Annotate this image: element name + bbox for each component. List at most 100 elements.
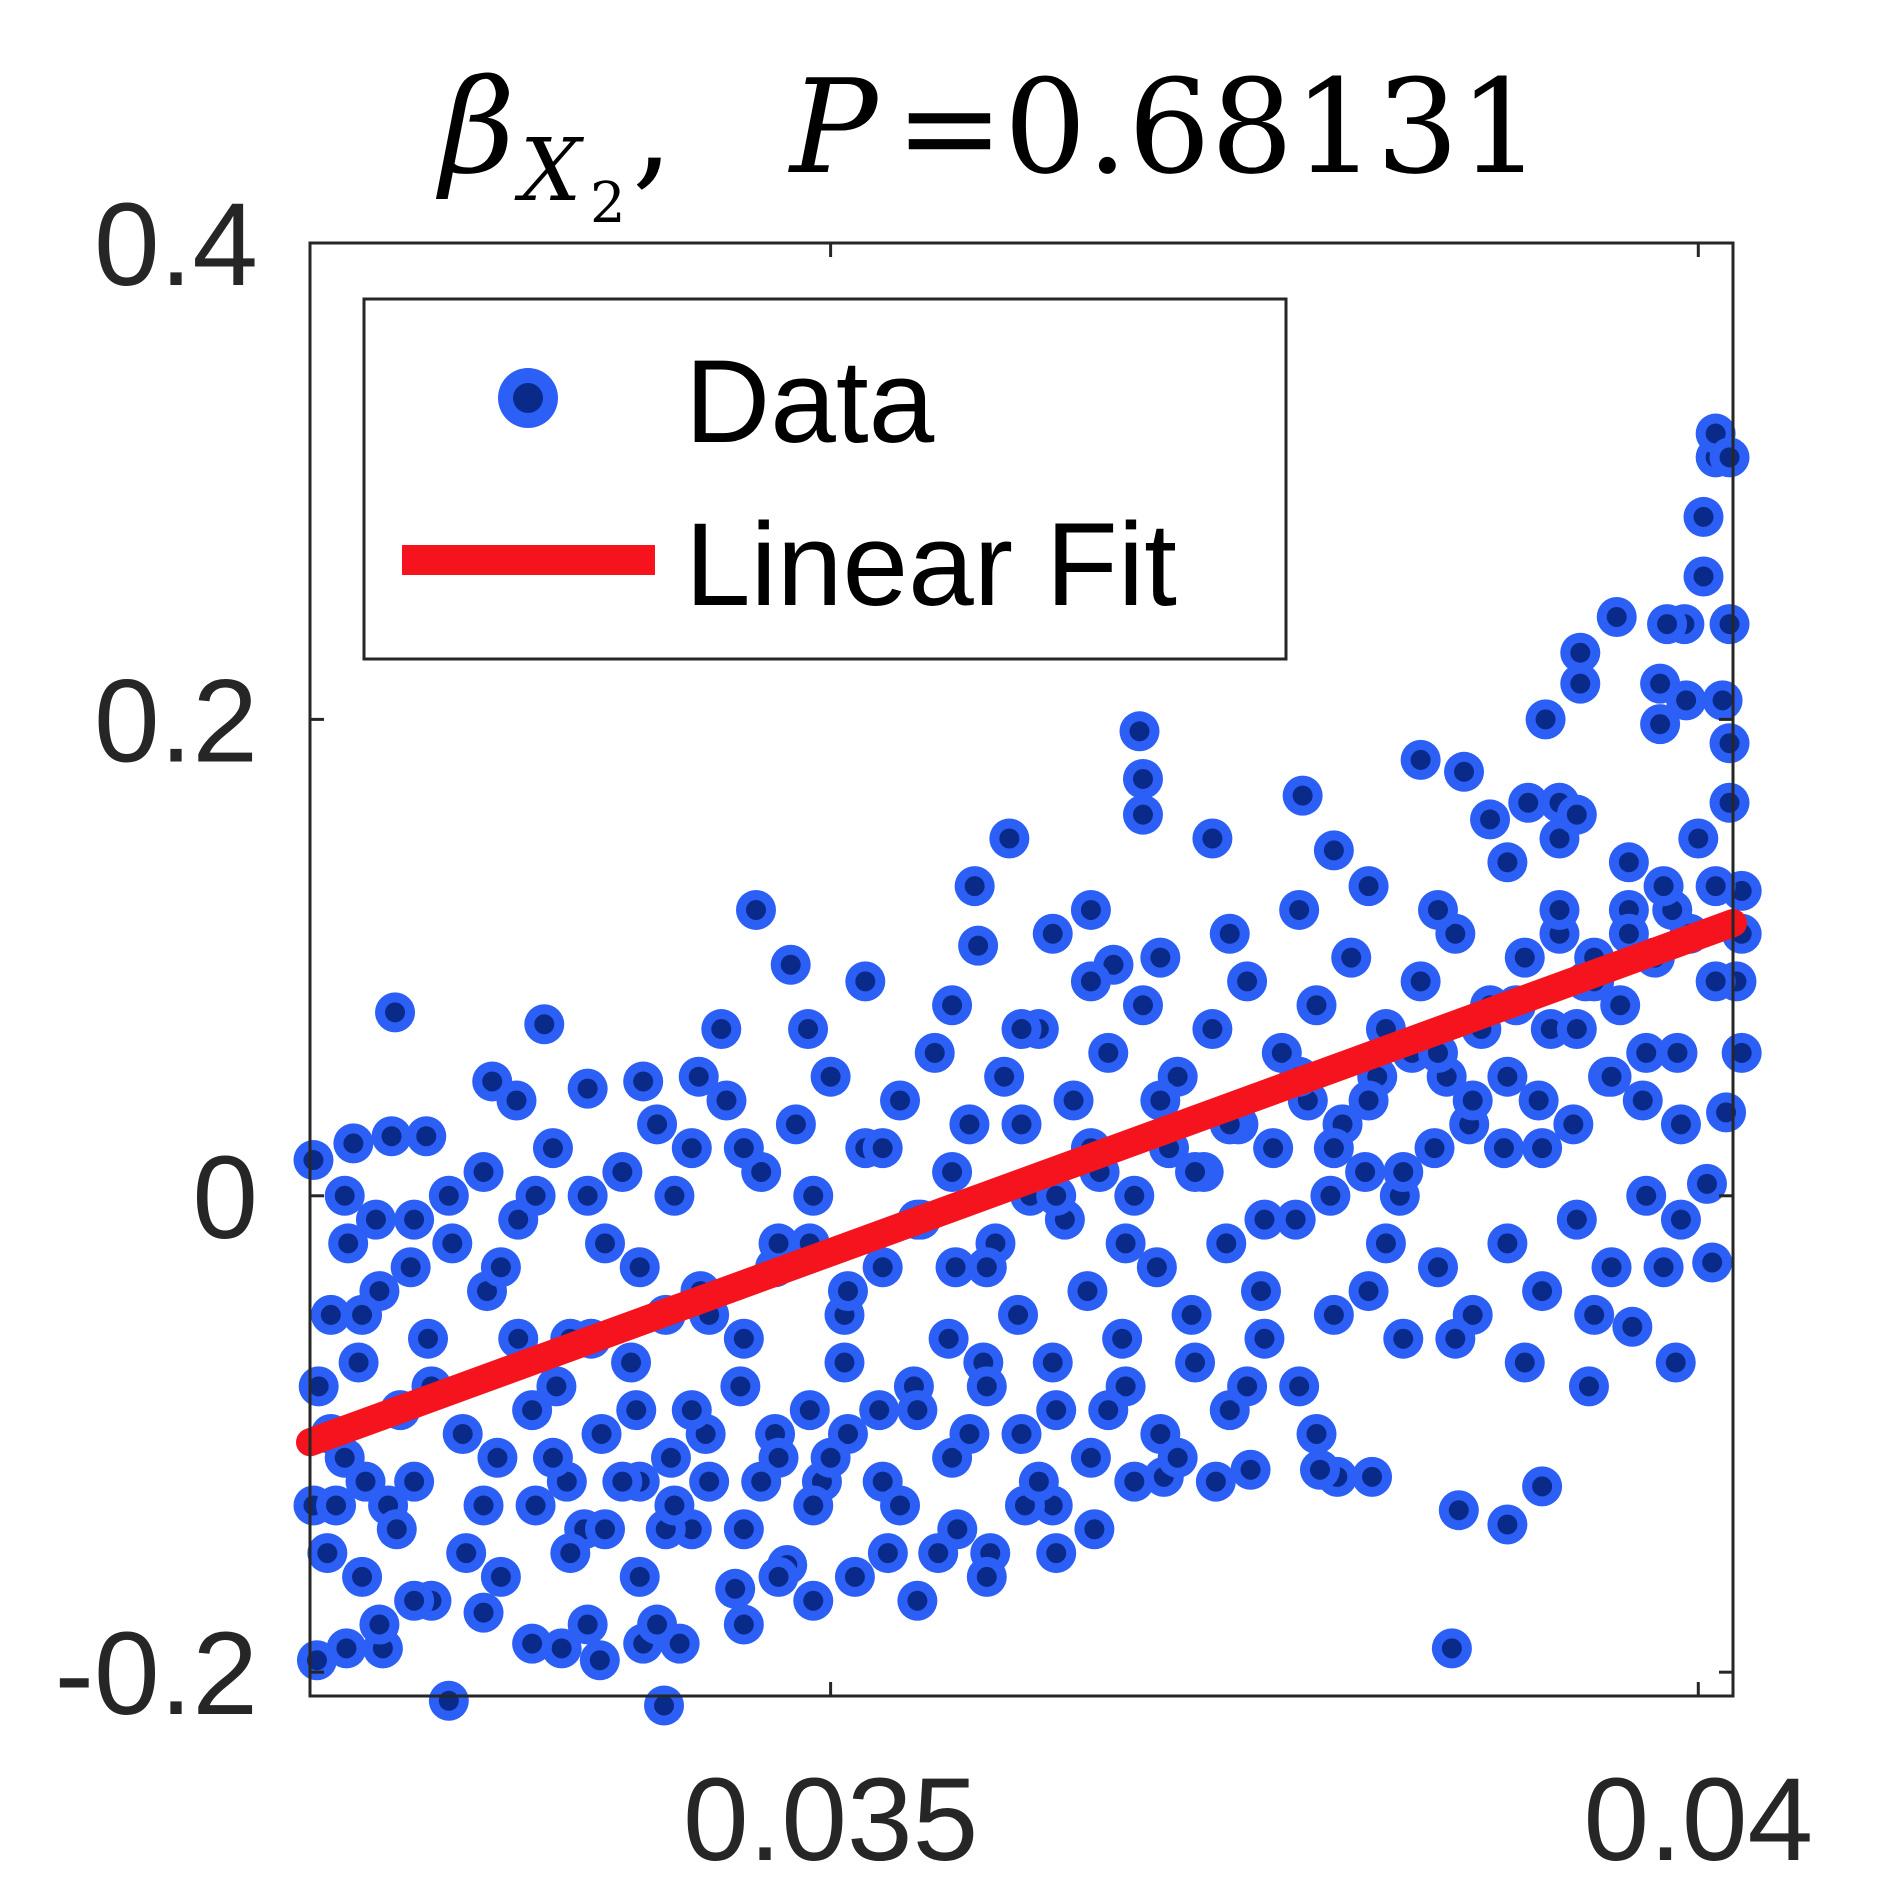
data-point — [1244, 1199, 1285, 1240]
fit-layer — [296, 909, 1747, 1457]
y-tick-label: 0 — [192, 1132, 258, 1264]
data-point — [532, 1437, 573, 1478]
title-subscript: X — [514, 121, 585, 221]
data-point — [1695, 961, 1736, 1002]
data-point — [1206, 1223, 1247, 1264]
data-point — [1417, 889, 1458, 930]
data-point — [1140, 937, 1181, 978]
data-point — [1522, 1466, 1563, 1507]
data-point — [1140, 1080, 1181, 1121]
data-point — [1114, 1175, 1155, 1216]
data-point — [1122, 758, 1163, 799]
data-point — [1240, 1271, 1281, 1312]
data-point — [1348, 1271, 1389, 1312]
data-point — [1678, 818, 1719, 859]
data-point — [958, 925, 999, 966]
data-point — [1093, 944, 1134, 985]
data-point — [810, 1437, 851, 1478]
data-point — [1709, 782, 1750, 823]
data-point — [1508, 782, 1549, 823]
data-point — [1553, 1104, 1594, 1145]
data-point — [1070, 961, 1111, 1002]
data-point — [1431, 1628, 1472, 1669]
data-point — [723, 1604, 764, 1645]
data-point — [408, 1318, 449, 1359]
data-point — [394, 1580, 435, 1621]
data-point — [1227, 961, 1268, 1002]
data-point — [512, 1623, 553, 1664]
data-point — [954, 866, 995, 907]
data-point — [654, 1485, 695, 1526]
legend-data-marker — [498, 368, 558, 428]
data-point — [1666, 680, 1707, 721]
data-point — [1643, 1247, 1684, 1288]
legend-data-label: Data — [685, 336, 935, 468]
data-point — [880, 1080, 921, 1121]
data-point — [375, 992, 416, 1033]
data-point — [1001, 1413, 1042, 1454]
data-point — [567, 1068, 608, 1109]
data-point — [1400, 961, 1441, 1002]
data-point — [1414, 1128, 1455, 1169]
data-point — [1331, 937, 1372, 978]
data-point — [1709, 604, 1750, 645]
data-point — [1435, 1318, 1476, 1359]
data-point — [1088, 1390, 1129, 1431]
data-point — [1686, 1163, 1727, 1204]
data-point — [428, 1680, 469, 1721]
data-point — [793, 1175, 834, 1216]
data-point — [1036, 1533, 1077, 1574]
data-point — [1556, 1009, 1597, 1050]
data-point — [644, 1685, 685, 1726]
axes — [308, 241, 1735, 1698]
data-point — [1560, 632, 1601, 673]
data-point — [1313, 830, 1354, 871]
data-point — [390, 1247, 431, 1288]
data-point — [867, 1533, 908, 1574]
data-point — [1296, 1413, 1337, 1454]
data-point — [338, 1342, 379, 1383]
data-point — [741, 1461, 782, 1502]
data-point — [1487, 1056, 1528, 1097]
data-point — [1655, 1342, 1696, 1383]
legend-box — [362, 297, 1288, 661]
data-marks — [293, 413, 1762, 1726]
data-point — [524, 1004, 565, 1045]
data-point — [788, 1009, 829, 1050]
tick-labels: 0.035 0.04 -0.2 0 0.2 0.4 — [55, 179, 1813, 1886]
data-point — [723, 1318, 764, 1359]
data-point — [371, 1116, 412, 1157]
data-point — [637, 1104, 678, 1145]
data-point — [637, 1604, 678, 1645]
data-point — [1296, 985, 1337, 1026]
data-point — [845, 961, 886, 1002]
data-point — [671, 1390, 712, 1431]
data-point — [918, 1533, 959, 1574]
data-point — [1032, 1342, 1073, 1383]
data-point — [602, 1461, 643, 1502]
data-point — [585, 1223, 626, 1264]
data-point — [532, 1128, 573, 1169]
data-point — [810, 1056, 851, 1097]
data-point — [324, 1175, 365, 1216]
data-point — [1612, 1306, 1653, 1347]
data-point — [515, 1175, 556, 1216]
data-point — [442, 1413, 483, 1454]
data-point — [342, 1294, 383, 1335]
data-point — [1102, 1318, 1143, 1359]
data-point — [1175, 1151, 1216, 1192]
data-point — [758, 1556, 799, 1597]
data-point — [949, 1104, 990, 1145]
data-point — [1383, 1151, 1424, 1192]
data-point — [1591, 1247, 1632, 1288]
x-tick-label: 0.04 — [1583, 1754, 1813, 1886]
data-point — [541, 1628, 582, 1669]
data-point — [880, 1485, 921, 1526]
data-point — [602, 1151, 643, 1192]
data-point — [1683, 556, 1724, 597]
data-point — [1539, 889, 1580, 930]
data-point — [1702, 680, 1743, 721]
title-p-label: P — [788, 51, 880, 203]
data-point — [1157, 1437, 1198, 1478]
data-point — [650, 1437, 691, 1478]
